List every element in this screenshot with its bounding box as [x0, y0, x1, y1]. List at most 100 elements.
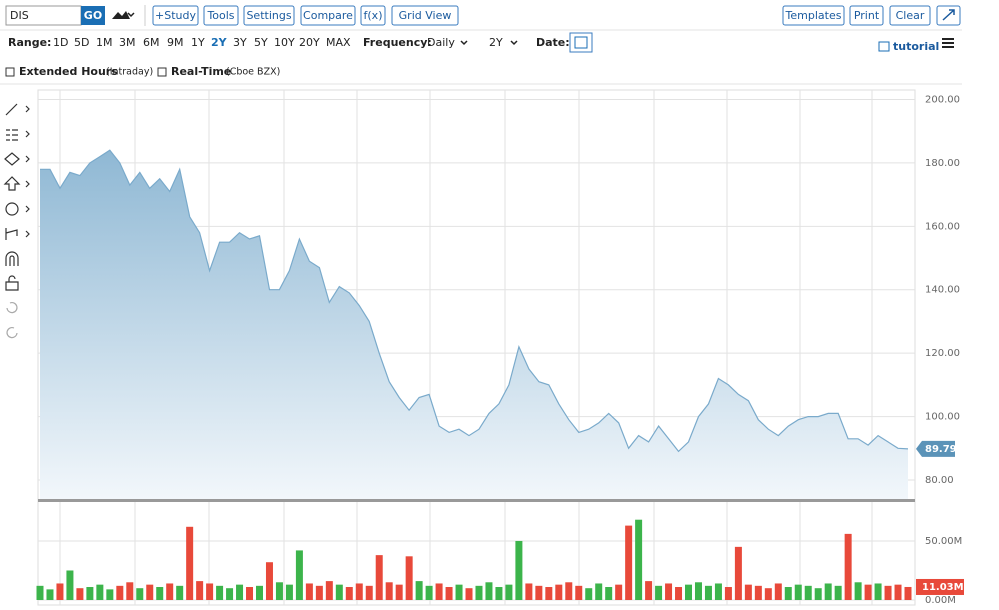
range-option[interactable]: 20Y: [299, 36, 320, 49]
price-area: [40, 150, 908, 499]
last-volume-box: [916, 578, 964, 595]
redo[interactable]: [6, 327, 18, 339]
volume-bar: [645, 581, 653, 600]
volume-bar: [295, 550, 303, 600]
volume-bar: [435, 583, 443, 600]
button-label: Grid View: [399, 9, 452, 22]
range-option[interactable]: MAX: [326, 36, 351, 49]
volume-bar: [116, 585, 124, 600]
range-option[interactable]: 5Y: [254, 36, 268, 49]
range-option[interactable]: 3M: [119, 36, 136, 49]
dropdown-arrow: [127, 12, 135, 18]
price-line: [40, 149, 909, 453]
range-label: Range:: [8, 36, 51, 49]
volume-bar: [285, 584, 293, 600]
tutorial-link[interactable]: tutorial: [893, 40, 939, 53]
volume-bar: [395, 584, 403, 600]
toolbar-button[interactable]: [360, 5, 386, 26]
date-label: Date:: [536, 36, 570, 49]
magnet-tool[interactable]: [5, 251, 19, 266]
volume-bar: [525, 583, 533, 600]
button-label: Templates: [785, 9, 842, 22]
volume-bar: [714, 583, 722, 600]
toolbar-button[interactable]: [243, 5, 295, 26]
volume-bar: [675, 587, 683, 600]
y-tick-label: 80.00: [925, 475, 954, 486]
toolbar-button[interactable]: [782, 5, 845, 26]
calendar-icon: [574, 36, 588, 49]
range-option[interactable]: 2Y: [211, 36, 228, 49]
range-option[interactable]: 9M: [167, 36, 184, 49]
button-label: +Study: [155, 9, 196, 22]
range-option[interactable]: 3Y: [233, 36, 247, 49]
arrow-tool[interactable]: [3, 176, 21, 191]
text-tool[interactable]: [5, 202, 19, 216]
y-tick-label: 180.00: [925, 158, 960, 169]
measure-tool[interactable]: [5, 228, 18, 240]
go-button[interactable]: [81, 6, 105, 25]
volume-bar: [226, 588, 234, 600]
chart-type-icon[interactable]: [112, 11, 130, 19]
volume-bar: [515, 540, 523, 600]
toolbar-button[interactable]: [203, 5, 239, 26]
shape-tool[interactable]: [4, 152, 20, 166]
range-option[interactable]: 6M: [143, 36, 160, 49]
volume-bar: [216, 585, 224, 600]
checkbox[interactable]: [157, 67, 167, 77]
y-tick-label: 160.00: [925, 221, 960, 232]
y-tick-label: 140.00: [925, 285, 960, 296]
range-option[interactable]: 5D: [74, 36, 89, 49]
volume-bar: [136, 588, 144, 600]
volume-bar: [66, 570, 74, 600]
toolbar-button[interactable]: [849, 5, 884, 26]
volume-bar: [844, 533, 852, 600]
volume-bar: [46, 589, 54, 600]
line-tool[interactable]: [5, 103, 18, 116]
go-label: GO: [84, 9, 102, 22]
dropdown-arrow: [510, 40, 518, 46]
toolbar-button[interactable]: [300, 5, 356, 26]
toolbar-button[interactable]: [152, 5, 199, 26]
volume-bar: [555, 584, 563, 600]
volume-bar: [305, 583, 313, 600]
volume-bar: [495, 587, 503, 600]
frequency-label: Frequency:: [363, 36, 432, 49]
volume-bar: [126, 582, 134, 600]
volume-bar: [724, 587, 732, 600]
drawing-tools: [3, 103, 30, 339]
range-option[interactable]: 10Y: [274, 36, 295, 49]
frequency[interactable]: Daily: [427, 36, 455, 49]
volume-bar: [694, 582, 702, 600]
button-label: Settings: [246, 9, 291, 22]
toolbar-button[interactable]: [391, 5, 459, 26]
volume-bar: [365, 585, 373, 600]
y-tick-label: 120.00: [925, 348, 960, 359]
range-option[interactable]: 1Y: [191, 36, 205, 49]
volume-bar: [325, 581, 333, 600]
menu-icon[interactable]: [942, 38, 954, 48]
button-label: f(x): [364, 9, 383, 22]
toolbar-button[interactable]: [889, 5, 931, 26]
period[interactable]: 2Y: [489, 36, 503, 49]
checkbox[interactable]: [5, 67, 15, 77]
lock-tool[interactable]: [5, 275, 19, 291]
symbol: DIS: [10, 9, 29, 22]
volume-bar: [665, 583, 673, 600]
volume-bar: [814, 588, 822, 600]
extended-note: (Intraday): [106, 67, 153, 78]
fib-tool[interactable]: [6, 129, 18, 141]
volume-bar: [774, 583, 782, 600]
y-tick-label: 100.00: [925, 412, 960, 423]
range-option[interactable]: 1D: [53, 36, 68, 49]
calendar-button[interactable]: [569, 32, 593, 53]
range-option[interactable]: 1M: [96, 36, 113, 49]
undo[interactable]: [6, 302, 18, 314]
volume-bar: [385, 582, 393, 600]
volume-bar: [535, 585, 543, 600]
panel-separator: [38, 499, 915, 502]
last-price-label: 89.79: [925, 444, 957, 455]
volume-bar: [854, 582, 862, 600]
volume-bar: [685, 584, 693, 600]
button-label: Tools: [206, 9, 234, 22]
tool-arrows: [25, 105, 30, 238]
